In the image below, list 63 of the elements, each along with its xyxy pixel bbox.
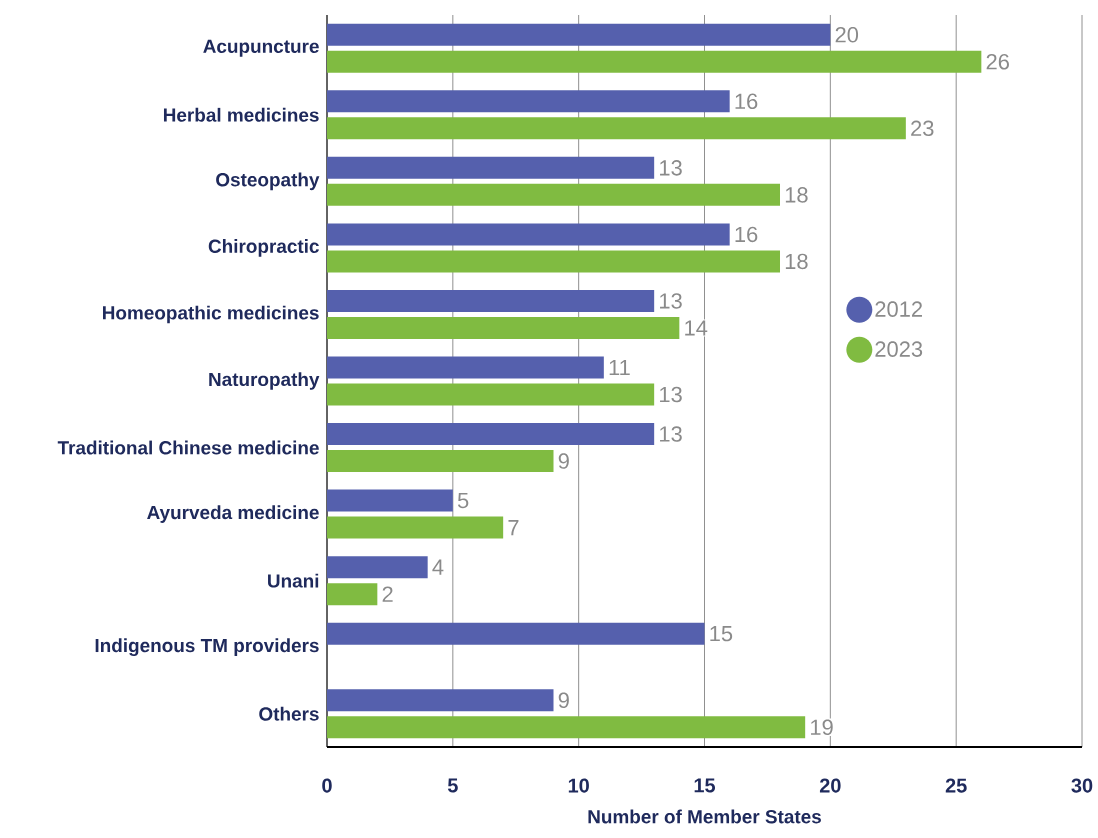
bar bbox=[327, 117, 906, 140]
bar bbox=[327, 450, 554, 473]
x-tick-label: 5 bbox=[447, 778, 458, 793]
y-tick-label: Naturopathy bbox=[209, 372, 320, 390]
bar bbox=[327, 289, 655, 312]
bar bbox=[327, 622, 705, 645]
x-tick-label: 25 bbox=[945, 778, 967, 793]
data-label: 9 bbox=[558, 453, 569, 469]
bar bbox=[327, 250, 780, 273]
y-tick-label: Acupuncture bbox=[203, 39, 319, 57]
y-tick-label: Homeopathic medicines bbox=[103, 305, 319, 324]
x-tick-label: 0 bbox=[322, 778, 332, 793]
data-label: 16 bbox=[735, 226, 758, 243]
bar bbox=[327, 423, 655, 446]
bar bbox=[327, 716, 806, 739]
data-label: 20 bbox=[835, 27, 859, 43]
bar bbox=[327, 689, 554, 712]
data-label: 18 bbox=[785, 187, 808, 203]
bar bbox=[327, 583, 378, 606]
legend-label: 2012 bbox=[875, 301, 922, 317]
data-label: 15 bbox=[710, 626, 733, 642]
data-label: 13 bbox=[660, 386, 682, 403]
data-label: 13 bbox=[660, 293, 682, 309]
x-axis-title: Number of Member States bbox=[588, 809, 821, 824]
data-label: 16 bbox=[735, 93, 758, 110]
bar bbox=[327, 556, 428, 579]
data-label: 11 bbox=[609, 359, 630, 376]
data-label: 19 bbox=[811, 719, 833, 735]
data-label: 9 bbox=[558, 692, 569, 708]
x-tick-label: 15 bbox=[694, 778, 716, 793]
bar bbox=[327, 50, 982, 73]
data-label: 26 bbox=[986, 54, 1009, 70]
bar bbox=[327, 156, 655, 179]
data-label: 13 bbox=[660, 160, 682, 176]
y-tick-label: Unani bbox=[268, 573, 319, 588]
bar bbox=[327, 356, 604, 379]
bar bbox=[327, 90, 730, 113]
y-tick-label: Traditional Chinese medicine bbox=[57, 440, 319, 455]
data-label: 4 bbox=[432, 559, 444, 575]
legend-label: 2023 bbox=[875, 341, 923, 357]
x-tick-label: 10 bbox=[568, 778, 589, 793]
data-label: 13 bbox=[660, 426, 682, 442]
y-tick-label: Ayurveda medicine bbox=[147, 505, 319, 523]
x-tick-label: 20 bbox=[819, 778, 841, 793]
bar bbox=[327, 23, 831, 46]
y-tick-label: Indigenous TM providers bbox=[95, 638, 319, 657]
y-tick-label: Others bbox=[259, 706, 319, 721]
bar bbox=[327, 316, 680, 339]
data-label: 18 bbox=[785, 253, 808, 270]
x-tick-label: 30 bbox=[1071, 778, 1093, 793]
y-tick-label: Herbal medicines bbox=[163, 107, 319, 122]
data-label: 23 bbox=[911, 120, 934, 137]
bar bbox=[327, 223, 730, 246]
data-label: 7 bbox=[508, 520, 519, 536]
data-label: 14 bbox=[685, 320, 708, 336]
bar bbox=[327, 516, 504, 539]
bar bbox=[327, 183, 780, 206]
bar bbox=[327, 489, 453, 512]
data-label: 2 bbox=[382, 586, 393, 602]
y-tick-label: Chiropractic bbox=[208, 239, 319, 257]
y-tick-label: Osteopathy bbox=[216, 172, 320, 191]
data-label: 5 bbox=[457, 492, 469, 509]
bar bbox=[327, 383, 655, 406]
